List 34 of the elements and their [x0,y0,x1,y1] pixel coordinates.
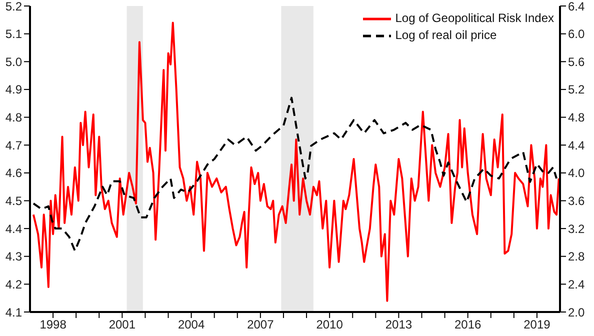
y2-tick-label: 4.0 [568,166,586,180]
x-tick-label: 2010 [316,318,344,332]
y-tick-label: 4.6 [5,166,22,180]
y2-tick-label: 2.0 [568,305,586,320]
y2-tick-label: 5.6 [568,54,586,69]
y2-tick-label: 4.8 [568,110,586,125]
y-tick-label: 4.4 [5,222,22,236]
y-tick-label: 4.2 [5,277,22,292]
y-tick-label: 4.9 [5,82,22,97]
y-tick-label: 4.5 [5,194,22,208]
y2-tick-label: 2.4 [568,277,586,292]
x-tick-label: 2016 [454,318,482,332]
y2-tick-label: 5.2 [568,82,586,97]
y2-tick-label: 3.6 [568,194,586,208]
y-tick-label: 5.2 [5,0,22,14]
x-tick-label: 2019 [524,318,551,332]
y2-tick-label: 6.4 [568,0,586,14]
y-tick-label: 4.8 [5,110,22,125]
y-tick-label: 5.0 [5,54,22,69]
y-tick-label: 5.1 [5,27,22,42]
legend-label: Log of real oil price [395,27,497,44]
x-tick-label: 2001 [108,318,136,332]
y2-tick-label: 4.4 [568,138,586,152]
x-tick-label: 2004 [178,318,205,332]
x-tick-label: 1998 [40,318,67,332]
x-tick-label: 2007 [247,318,274,332]
y2-tick-label: 2.8 [568,250,586,264]
y2-tick-label: 6.0 [568,27,586,42]
y-tick-label: 4.1 [5,305,22,320]
y-tick-label: 4.3 [5,250,22,264]
legend-label: Log of Geopolitical Risk Index [395,10,554,27]
y-tick-label: 4.7 [5,138,22,152]
y2-tick-label: 3.2 [568,222,586,236]
x-tick-label: 2013 [385,318,412,332]
